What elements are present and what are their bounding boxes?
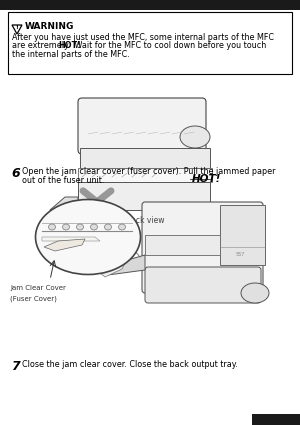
Ellipse shape [180,126,210,148]
Text: Back view: Back view [126,215,164,224]
Text: Wait for the MFC to cool down before you touch: Wait for the MFC to cool down before you… [72,41,266,50]
Text: WARNING: WARNING [25,22,74,31]
Ellipse shape [104,224,112,230]
FancyBboxPatch shape [80,148,210,168]
Text: the internal parts of the MFC.: the internal parts of the MFC. [12,49,130,59]
FancyBboxPatch shape [145,235,220,255]
FancyBboxPatch shape [78,168,212,182]
FancyBboxPatch shape [252,414,300,425]
Ellipse shape [49,224,56,230]
Polygon shape [100,263,125,277]
FancyBboxPatch shape [142,202,263,293]
Ellipse shape [241,283,269,303]
Text: After you have just used the MFC, some internal parts of the MFC: After you have just used the MFC, some i… [12,32,274,42]
Text: are extremely: are extremely [12,41,71,50]
Text: HOT!: HOT! [58,41,81,50]
Text: Close the jam clear cover. Close the back output tray.: Close the jam clear cover. Close the bac… [22,360,238,369]
Ellipse shape [76,224,83,230]
FancyBboxPatch shape [78,182,210,210]
Ellipse shape [91,224,98,230]
Polygon shape [108,255,145,275]
FancyBboxPatch shape [8,12,292,74]
FancyBboxPatch shape [0,0,300,10]
Text: (Fuser Cover): (Fuser Cover) [10,295,57,301]
Text: 557: 557 [235,252,245,258]
Ellipse shape [118,224,125,230]
Polygon shape [42,237,100,241]
Text: !: ! [16,25,18,30]
Polygon shape [50,197,78,217]
Text: out of the fuser unit.: out of the fuser unit. [22,176,104,185]
FancyBboxPatch shape [220,205,265,265]
Text: 6: 6 [11,167,20,180]
Polygon shape [44,239,85,251]
FancyBboxPatch shape [78,98,206,154]
Ellipse shape [35,199,140,275]
Ellipse shape [62,224,70,230]
Text: HOT!: HOT! [192,174,221,184]
Polygon shape [12,25,22,34]
FancyBboxPatch shape [145,267,261,303]
Text: 7: 7 [11,360,20,373]
Text: Jam Clear Cover: Jam Clear Cover [10,285,66,291]
Text: Open the jam clear cover (fuser cover). Pull the jammed paper: Open the jam clear cover (fuser cover). … [22,167,275,176]
